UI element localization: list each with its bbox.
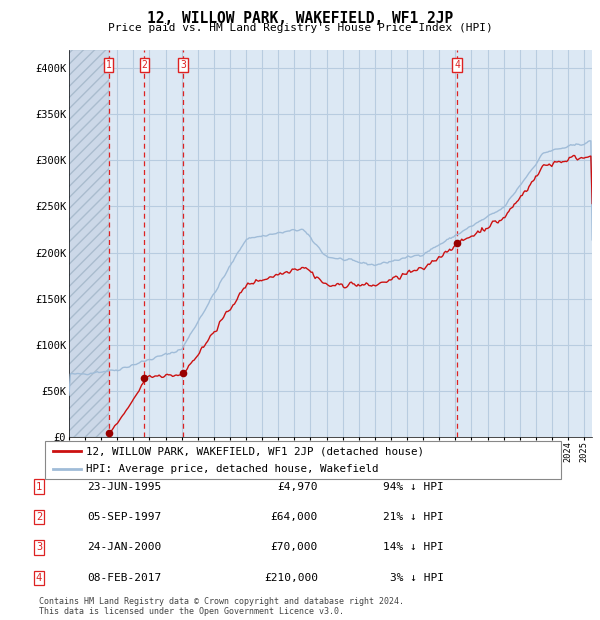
Text: 12, WILLOW PARK, WAKEFIELD, WF1 2JP: 12, WILLOW PARK, WAKEFIELD, WF1 2JP — [147, 11, 453, 25]
Text: 2: 2 — [142, 60, 147, 70]
Text: 3: 3 — [180, 60, 186, 70]
Text: 24-JAN-2000: 24-JAN-2000 — [87, 542, 161, 552]
Text: 14% ↓ HPI: 14% ↓ HPI — [383, 542, 444, 552]
Text: 1: 1 — [36, 482, 42, 492]
Text: 4: 4 — [454, 60, 460, 70]
Text: 4: 4 — [36, 573, 42, 583]
Text: 08-FEB-2017: 08-FEB-2017 — [87, 573, 161, 583]
Text: £4,970: £4,970 — [277, 482, 318, 492]
Text: £210,000: £210,000 — [264, 573, 318, 583]
Text: 21% ↓ HPI: 21% ↓ HPI — [383, 512, 444, 522]
Text: 12, WILLOW PARK, WAKEFIELD, WF1 2JP (detached house): 12, WILLOW PARK, WAKEFIELD, WF1 2JP (det… — [86, 446, 424, 456]
Text: Price paid vs. HM Land Registry's House Price Index (HPI): Price paid vs. HM Land Registry's House … — [107, 23, 493, 33]
Text: £64,000: £64,000 — [271, 512, 318, 522]
Text: 3% ↓ HPI: 3% ↓ HPI — [390, 573, 444, 583]
Text: 05-SEP-1997: 05-SEP-1997 — [87, 512, 161, 522]
Bar — [69, 50, 109, 437]
Text: 23-JUN-1995: 23-JUN-1995 — [87, 482, 161, 492]
Text: 2: 2 — [36, 512, 42, 522]
Text: HPI: Average price, detached house, Wakefield: HPI: Average price, detached house, Wake… — [86, 464, 379, 474]
Text: 94% ↓ HPI: 94% ↓ HPI — [383, 482, 444, 492]
Text: £70,000: £70,000 — [271, 542, 318, 552]
Text: 3: 3 — [36, 542, 42, 552]
FancyBboxPatch shape — [45, 441, 561, 479]
Text: 1: 1 — [106, 60, 112, 70]
Text: Contains HM Land Registry data © Crown copyright and database right 2024.
This d: Contains HM Land Registry data © Crown c… — [39, 597, 404, 616]
